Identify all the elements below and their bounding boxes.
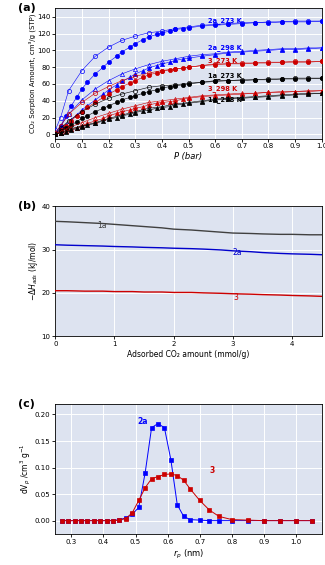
Text: 1a: 1a <box>97 221 106 230</box>
Text: 2a_298 K: 2a_298 K <box>209 45 242 51</box>
Text: (a): (a) <box>18 3 36 13</box>
Text: 1a_273 K: 1a_273 K <box>209 72 242 79</box>
X-axis label: P (bar): P (bar) <box>175 152 202 161</box>
Text: 2a: 2a <box>137 417 148 426</box>
Text: (c): (c) <box>18 399 35 408</box>
Text: (b): (b) <box>18 201 36 211</box>
Y-axis label: CO₂ Sorption Amount, cm³/g (STP): CO₂ Sorption Amount, cm³/g (STP) <box>28 14 35 133</box>
Text: 3_298 K: 3_298 K <box>209 85 238 92</box>
Text: 2a_273 K: 2a_273 K <box>209 17 242 24</box>
Y-axis label: dV$_p$ /cm$^3$ g$^{-1}$: dV$_p$ /cm$^3$ g$^{-1}$ <box>19 444 33 494</box>
Y-axis label: $-\Delta H_{ads}$ (kJ/mol): $-\Delta H_{ads}$ (kJ/mol) <box>27 241 40 301</box>
X-axis label: $r_p$ (nm): $r_p$ (nm) <box>173 547 204 560</box>
Text: 2a: 2a <box>233 248 242 257</box>
Text: 3: 3 <box>209 466 215 475</box>
Text: 1a_298 K: 1a_298 K <box>209 95 242 103</box>
Text: 3: 3 <box>233 293 238 302</box>
X-axis label: Adsorbed CO₂ amount (mmol/g): Adsorbed CO₂ amount (mmol/g) <box>127 350 250 359</box>
Text: 3_273 K: 3_273 K <box>209 57 238 64</box>
